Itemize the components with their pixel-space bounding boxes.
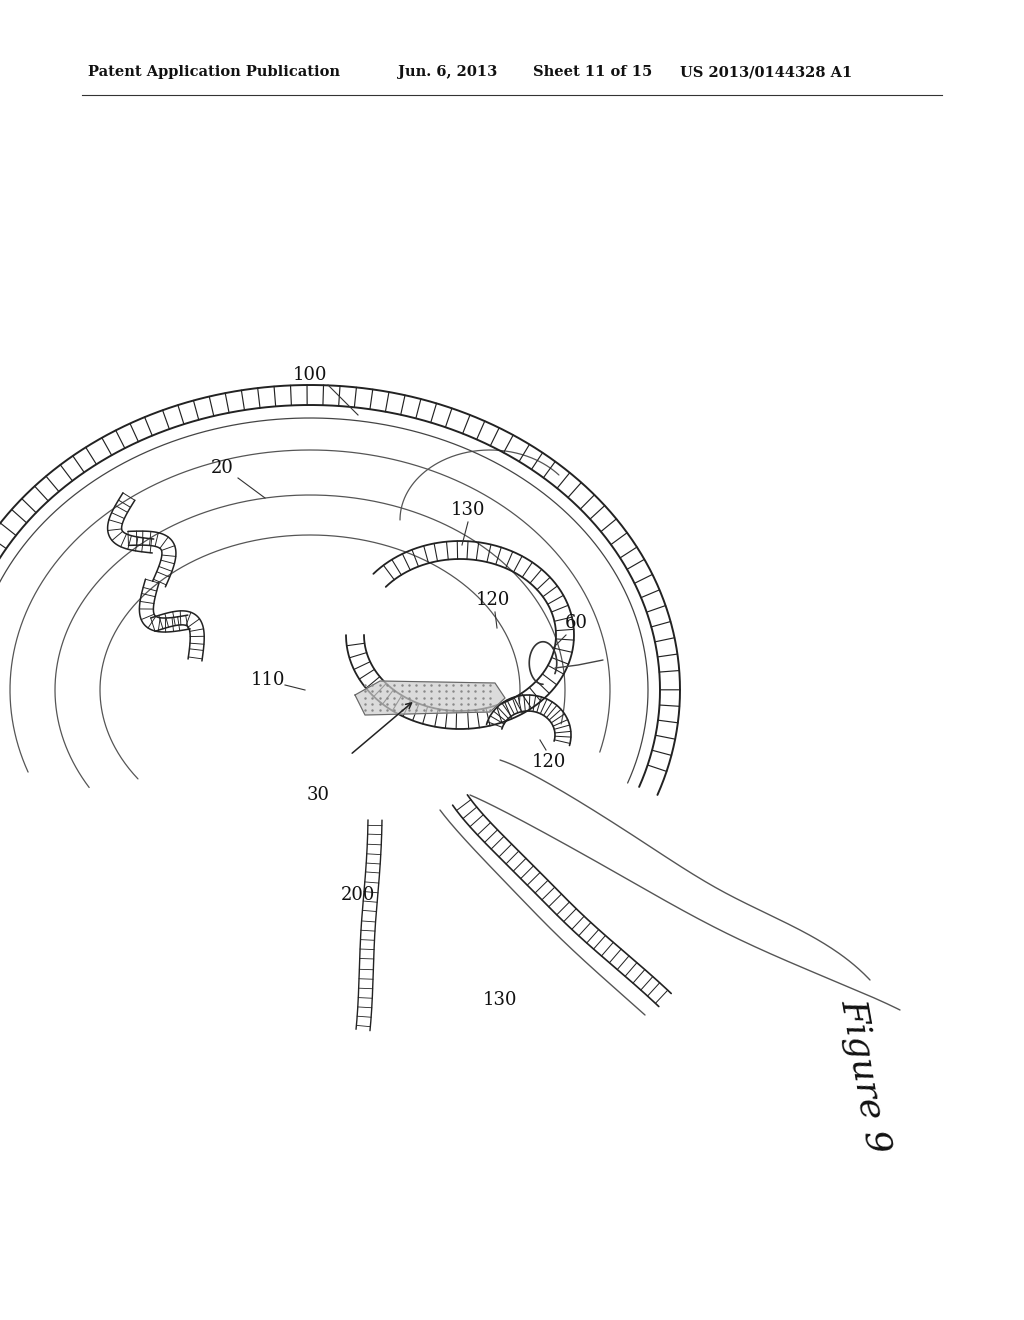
Text: 30: 30 bbox=[306, 785, 330, 804]
Text: US 2013/0144328 A1: US 2013/0144328 A1 bbox=[680, 65, 852, 79]
Text: Sheet 11 of 15: Sheet 11 of 15 bbox=[534, 65, 652, 79]
Text: Jun. 6, 2013: Jun. 6, 2013 bbox=[398, 65, 498, 79]
Text: 120: 120 bbox=[531, 752, 566, 771]
Text: 200: 200 bbox=[341, 886, 375, 904]
Text: 130: 130 bbox=[482, 991, 517, 1008]
Text: Figure 9: Figure 9 bbox=[835, 997, 896, 1155]
Text: 120: 120 bbox=[476, 591, 510, 609]
Text: 110: 110 bbox=[251, 671, 286, 689]
Polygon shape bbox=[355, 681, 505, 715]
Text: 100: 100 bbox=[293, 366, 328, 384]
Text: 20: 20 bbox=[211, 459, 233, 477]
Text: Patent Application Publication: Patent Application Publication bbox=[88, 65, 340, 79]
Text: 60: 60 bbox=[564, 614, 588, 632]
Text: 130: 130 bbox=[451, 502, 485, 519]
